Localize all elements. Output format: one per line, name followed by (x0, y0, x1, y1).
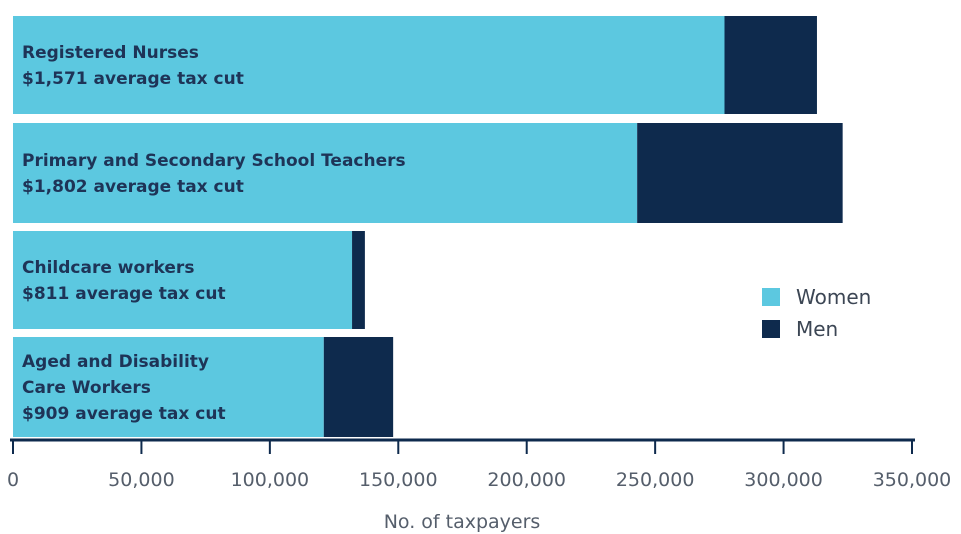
x-ticks-layer: 0 50,000 100,000 150,000 200,000 250,000 300,0… (7, 440, 951, 491)
x-tick-label-4: 200,000 (487, 469, 566, 491)
x-tick-label-5: 250,000 (616, 469, 695, 491)
category-label-0-line-1: $1,571 average tax cut (22, 69, 244, 89)
category-label-2-line-1: $811 average tax cut (22, 284, 226, 304)
category-label-2-line-0: Childcare workers (22, 258, 194, 278)
bar-women-3 (13, 337, 324, 437)
category-label-1-line-0: Primary and Secondary School Teachers (22, 151, 406, 171)
bar-women-2 (13, 231, 353, 329)
x-tick-label-2: 100,000 (231, 469, 310, 491)
bar-men-1 (637, 123, 843, 223)
x-tick-label-3: 150,000 (359, 469, 438, 491)
x-axis-title: No. of taxpayers (384, 511, 541, 533)
category-labels-layer: Registered Nurses $1,571 average tax cut P… (22, 43, 406, 424)
bar-men-0 (724, 16, 817, 114)
x-tick-label-6: 300,000 (744, 469, 823, 491)
legend-label-men: Men (796, 317, 838, 341)
legend: Women Men (762, 285, 871, 341)
bar-women-1 (13, 123, 638, 223)
bar-women-0 (13, 16, 725, 114)
x-tick-label-0: 0 (7, 469, 19, 491)
category-label-3-line-0: Aged and Disability (22, 352, 209, 372)
category-label-1-line-1: $1,802 average tax cut (22, 177, 244, 197)
legend-swatch-men (762, 320, 780, 338)
x-tick-label-1: 50,000 (108, 469, 174, 491)
category-label-3-line-2: $909 average tax cut (22, 404, 226, 424)
bar-men-2 (352, 231, 365, 329)
bars-layer (13, 16, 843, 437)
bar-men-3 (323, 337, 394, 437)
category-label-0-line-0: Registered Nurses (22, 43, 199, 63)
legend-swatch-women (762, 288, 780, 306)
x-tick-label-7: 350,000 (873, 469, 952, 491)
category-label-3-line-1: Care Workers (22, 378, 151, 398)
legend-label-women: Women (796, 285, 871, 309)
